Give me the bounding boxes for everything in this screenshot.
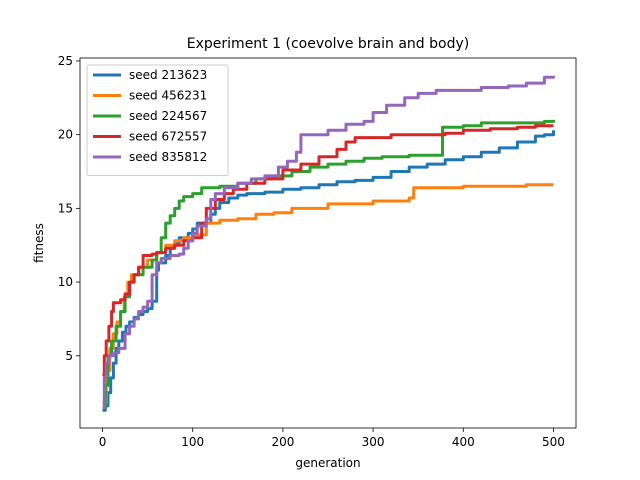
legend-box	[86, 64, 229, 176]
y-axis-label: fitness	[32, 223, 46, 263]
y-tick-label: 20	[58, 128, 73, 142]
series-line-3	[102, 124, 554, 377]
x-tick-label: 500	[542, 435, 565, 449]
series-line-4	[102, 75, 555, 409]
x-tick-label: 0	[99, 435, 107, 449]
x-tick-label: 100	[181, 435, 204, 449]
y-tick-label: 15	[58, 201, 73, 215]
legend-label-4: seed 835812	[129, 150, 207, 164]
y-tick-label: 25	[58, 54, 73, 68]
x-tick-label: 200	[271, 435, 294, 449]
y-tick-label: 10	[58, 275, 73, 289]
x-tick-label: 400	[452, 435, 475, 449]
plot-frame	[79, 57, 577, 429]
legend-label-1: seed 456231	[129, 89, 207, 103]
x-axis: 0 100 200 300 400 500	[99, 428, 565, 449]
x-tick-label: 300	[362, 435, 385, 449]
legend-label-3: seed 672557	[129, 130, 207, 144]
legend: seed 213623 seed 456231 seed 224567 seed 67…	[86, 64, 229, 176]
legend-label-2: seed 224567	[129, 109, 207, 123]
y-tick-label: 5	[65, 349, 73, 363]
x-axis-label: generation	[295, 456, 360, 470]
legend-label-0: seed 213623	[129, 68, 207, 82]
series-layer	[102, 75, 555, 412]
chart-title: Experiment 1 (coevolve brain and body)	[187, 36, 469, 52]
y-axis: 5 10 15 20 25	[58, 54, 80, 363]
